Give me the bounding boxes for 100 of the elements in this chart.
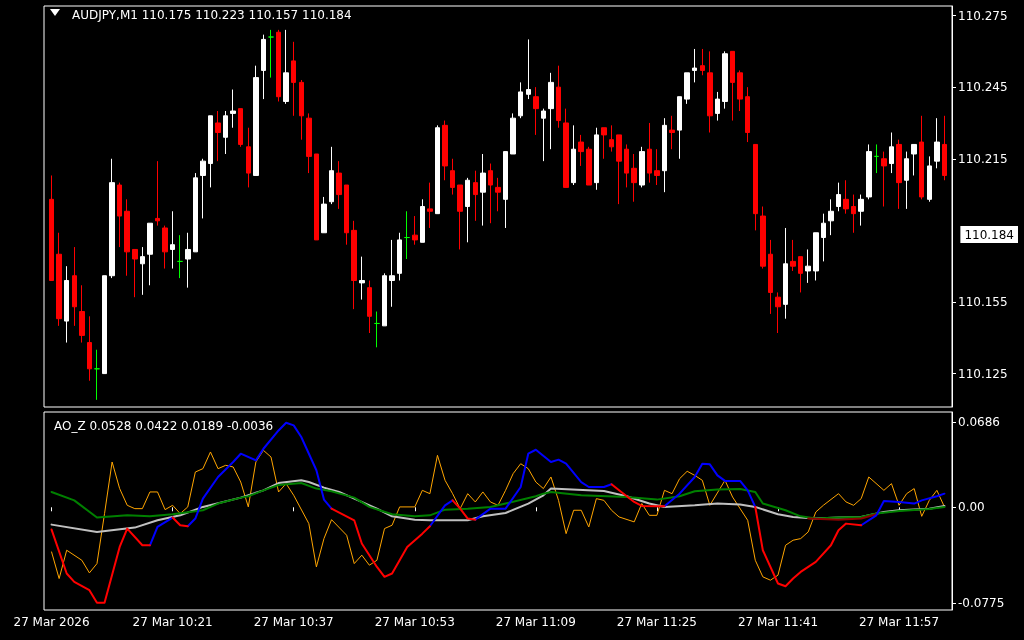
candlestick <box>177 234 183 279</box>
candlestick <box>435 124 440 215</box>
candlestick <box>72 246 77 327</box>
candlestick <box>268 29 274 79</box>
candlestick <box>594 127 599 191</box>
candlestick <box>450 158 455 196</box>
candlestick <box>473 170 478 222</box>
candlestick <box>321 196 327 234</box>
candlestick <box>745 86 750 143</box>
candlestick <box>609 124 614 153</box>
y-tick-label: 0.0686 <box>958 415 1000 430</box>
candlestick <box>215 110 221 162</box>
candlestick <box>253 65 259 176</box>
candlestick <box>56 232 62 327</box>
candlestick <box>805 248 811 284</box>
candlestick <box>261 34 266 100</box>
candlestick <box>94 349 100 401</box>
candlestick <box>775 291 781 334</box>
candlestick <box>624 143 629 188</box>
candlestick <box>722 50 728 110</box>
candlestick <box>49 174 54 281</box>
candlestick <box>336 160 342 210</box>
candlestick <box>684 72 690 105</box>
candlestick <box>412 215 418 246</box>
candlestick <box>208 115 213 188</box>
x-tick-label: 27 Mar 11:09 <box>495 615 576 629</box>
candlestick <box>155 160 160 227</box>
candlestick <box>578 134 584 167</box>
candlestick <box>299 79 304 141</box>
candlestick <box>730 50 735 122</box>
y-tick-label: -0.0775 <box>958 596 1005 611</box>
x-tick-label: 27 Mar 10:37 <box>253 615 334 629</box>
candlestick <box>162 225 168 270</box>
candlestick <box>836 182 841 212</box>
candlestick <box>889 132 894 174</box>
candlestick <box>351 220 357 310</box>
candlestick <box>586 146 592 186</box>
text: AO_Z 0.0528 0.0422 0.0189 -0.0036 <box>54 419 274 433</box>
x-tick-label: 27 Mar 11:57 <box>858 615 940 629</box>
candlestick <box>64 265 69 344</box>
candlestick <box>389 239 395 308</box>
candlestick <box>851 194 856 234</box>
candlestick <box>821 213 826 262</box>
candlestick <box>238 108 243 148</box>
candlestick <box>283 29 289 105</box>
candlestick <box>397 232 402 281</box>
candlestick <box>654 148 660 186</box>
candlestick <box>715 91 720 122</box>
candlestick <box>427 182 433 229</box>
candlestick <box>843 179 849 215</box>
candlestick <box>526 38 531 100</box>
y-tick-label: 110.275 <box>958 8 1008 23</box>
candlestick <box>768 239 773 315</box>
candlestick <box>367 279 372 334</box>
candlestick <box>919 115 924 200</box>
text: 110.184 <box>964 228 1014 242</box>
candlestick <box>102 275 107 375</box>
candlestick <box>874 143 879 174</box>
candlestick <box>442 120 448 181</box>
candlestick <box>79 284 85 344</box>
x-tick-label: 27 Mar 2026 <box>13 615 90 629</box>
candlestick <box>193 172 198 253</box>
candlestick <box>510 112 516 155</box>
y-tick-label: 110.245 <box>958 80 1008 95</box>
candlestick <box>488 163 493 224</box>
candlestick <box>601 127 607 160</box>
candlestick <box>700 48 705 76</box>
x-tick-label: 27 Mar 11:25 <box>616 615 697 629</box>
candlestick <box>329 146 334 205</box>
y-tick-label: 110.215 <box>958 151 1008 166</box>
y-tick-label: 110.125 <box>958 366 1008 381</box>
candlestick <box>109 158 115 279</box>
candlestick <box>495 177 501 212</box>
candlestick <box>548 72 554 150</box>
chart-title: AUDJPY,M1 110.175 110.223 110.157 110.184 <box>72 8 352 22</box>
x-tick-label: 27 Mar 10:53 <box>374 615 455 629</box>
y-tick-label: 110.155 <box>958 294 1008 309</box>
candlestick <box>571 124 576 186</box>
candlestick <box>639 146 645 188</box>
candlestick <box>170 210 175 270</box>
candlestick <box>306 112 312 174</box>
line-series <box>50 482 946 520</box>
candlestick <box>790 239 796 272</box>
candlestick <box>291 41 296 117</box>
candlestick <box>185 232 191 289</box>
x-tick-label: 27 Mar 11:41 <box>737 615 819 629</box>
candlestick <box>783 227 788 320</box>
y-tick-label: 0.00 <box>958 500 985 515</box>
candlestick <box>503 151 508 229</box>
candlestick <box>753 143 758 231</box>
candlestick <box>457 184 463 250</box>
candlestick <box>132 248 138 298</box>
candlestick <box>223 110 228 155</box>
candlestick <box>124 198 130 277</box>
line-series <box>51 449 945 581</box>
candlestick <box>662 117 667 193</box>
candlestick <box>374 311 380 348</box>
candlestick <box>276 29 281 102</box>
candlestick <box>87 315 92 382</box>
candlestick <box>420 198 425 243</box>
